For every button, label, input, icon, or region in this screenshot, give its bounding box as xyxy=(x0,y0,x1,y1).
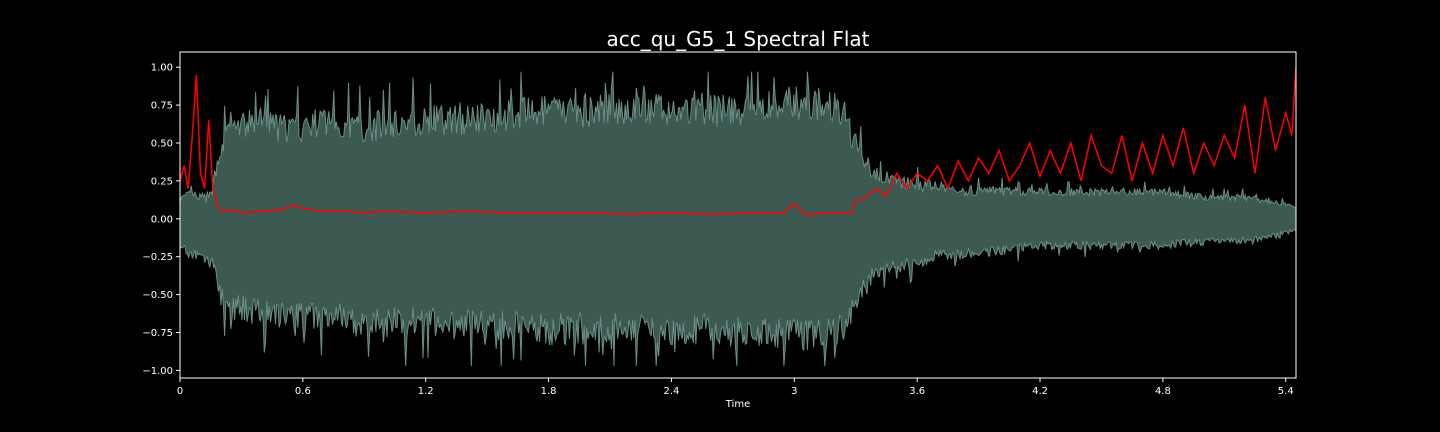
x-tick-label: 2.4 xyxy=(663,386,679,397)
x-axis-label: Time xyxy=(725,399,750,410)
plot-area xyxy=(180,67,1296,366)
x-tick-label: 0 xyxy=(177,386,183,397)
x-tick-label: 1.8 xyxy=(541,386,557,397)
y-axis: −1.00 −0.75 −0.50 −0.25 0.00 0.25 0.50 0.75 1.00 xyxy=(142,63,180,377)
y-tick-label: −1.00 xyxy=(142,366,173,377)
y-tick-label: 0.75 xyxy=(151,101,173,112)
y-tick-label: 0.50 xyxy=(151,138,173,149)
x-axis: 0 0.6 1.2 1.8 2.4 3 3.6 4.2 4.8 5.4 xyxy=(177,378,1294,397)
waveform-envelope xyxy=(180,71,1296,366)
spectral-flatness-line xyxy=(180,67,1296,215)
x-tick-label: 4.2 xyxy=(1032,386,1048,397)
y-tick-label: −0.25 xyxy=(142,252,173,263)
x-tick-label: 3.6 xyxy=(909,386,925,397)
chart-title: acc_qu_G5_1 Spectral Flat xyxy=(606,27,869,51)
y-tick-label: −0.75 xyxy=(142,328,173,339)
y-tick-label: 1.00 xyxy=(151,63,173,74)
y-tick-label: 0.25 xyxy=(151,176,173,187)
y-tick-label: −0.50 xyxy=(142,290,173,301)
x-tick-label: 5.4 xyxy=(1278,386,1294,397)
x-tick-label: 1.2 xyxy=(418,386,434,397)
plot-frame xyxy=(179,51,1297,379)
y-tick-label: 0.00 xyxy=(151,214,173,225)
x-tick-label: 3 xyxy=(791,386,797,397)
x-tick-label: 0.6 xyxy=(295,386,311,397)
x-tick-label: 4.8 xyxy=(1155,386,1171,397)
